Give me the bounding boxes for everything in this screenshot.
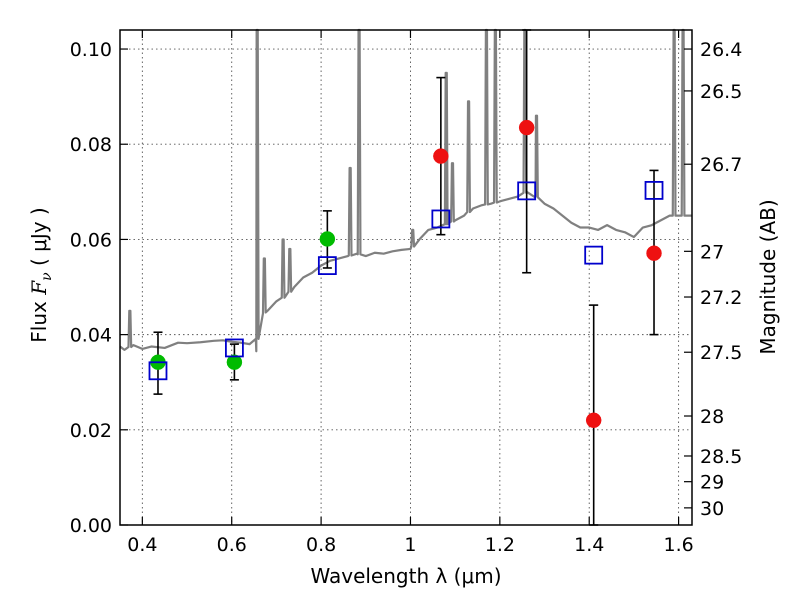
magnitude-tick-label: 27.2 <box>700 287 742 309</box>
model-photometry-square <box>148 361 168 381</box>
model-spectrum-line <box>119 28 692 353</box>
x-tick-label: 0.8 <box>306 534 336 556</box>
y-tick-label: 0.00 <box>70 515 112 537</box>
x-tick-label: 1.6 <box>663 534 693 556</box>
errorbar-layer <box>153 29 659 526</box>
marker-layer <box>148 119 664 429</box>
y-tick-label: 0.02 <box>70 420 112 442</box>
magnitude-tick-label: 28.5 <box>700 446 742 468</box>
green-data-point <box>319 231 336 247</box>
magnitude-tick-label: 26.7 <box>700 154 742 176</box>
y-axis-label-symbol: F <box>27 280 51 296</box>
magnitude-tick-label: 26.5 <box>700 81 742 103</box>
x-tick-label: 1.2 <box>485 534 515 556</box>
grid-layer <box>120 30 692 526</box>
y-axis-label-subscript: ν <box>39 272 55 281</box>
red-data-point <box>433 148 449 164</box>
y-tick-label: 0.04 <box>70 325 112 347</box>
x-tick-label: 0.6 <box>217 534 247 556</box>
plot-frame <box>119 29 693 526</box>
model-photometry-square <box>644 180 664 200</box>
red-data-point <box>585 412 602 429</box>
magnitude-tick-label: 26.4 <box>700 39 742 61</box>
magnitude-tick-label: 30 <box>700 498 724 520</box>
x-tick-label: 0.4 <box>127 534 157 556</box>
spectrum-layer <box>119 28 692 353</box>
model-photometry-square <box>517 181 537 201</box>
magnitude-tick-label: 29 <box>700 472 724 494</box>
y-tick-label: 0.10 <box>70 39 112 61</box>
x-axis-label: Wavelength λ (μm) <box>310 564 501 588</box>
y-axis-label: Flux Fν ( μJy ) <box>27 207 55 342</box>
y-axis-label-unit: ( μJy ) <box>27 207 51 272</box>
y-tick-label: 0.06 <box>70 229 112 251</box>
red-data-point <box>646 245 662 261</box>
red-data-point <box>518 119 535 136</box>
tick-layer: 0.4 0.6 0.8 1 1.2 1.4 1.6 0.00 0.02 0.04 0.06 0.08 0… <box>70 30 742 556</box>
model-photometry-square <box>431 209 451 229</box>
x-tick-label: 1.4 <box>574 534 604 556</box>
y-axis-label-prefix: Flux <box>27 295 51 343</box>
x-tick-label: 1 <box>404 534 416 556</box>
model-photometry-square <box>317 256 337 276</box>
green-data-point <box>226 354 243 370</box>
y-tick-label: 0.08 <box>70 134 112 156</box>
model-photometry-square <box>224 338 244 358</box>
magnitude-tick-label: 27 <box>700 241 724 263</box>
magnitude-tick-label: 28 <box>700 406 724 428</box>
magnitude-tick-label: 27.5 <box>700 342 742 364</box>
y2-axis-label: Magnitude (AB) <box>756 199 780 354</box>
model-photometry-square <box>584 245 604 265</box>
